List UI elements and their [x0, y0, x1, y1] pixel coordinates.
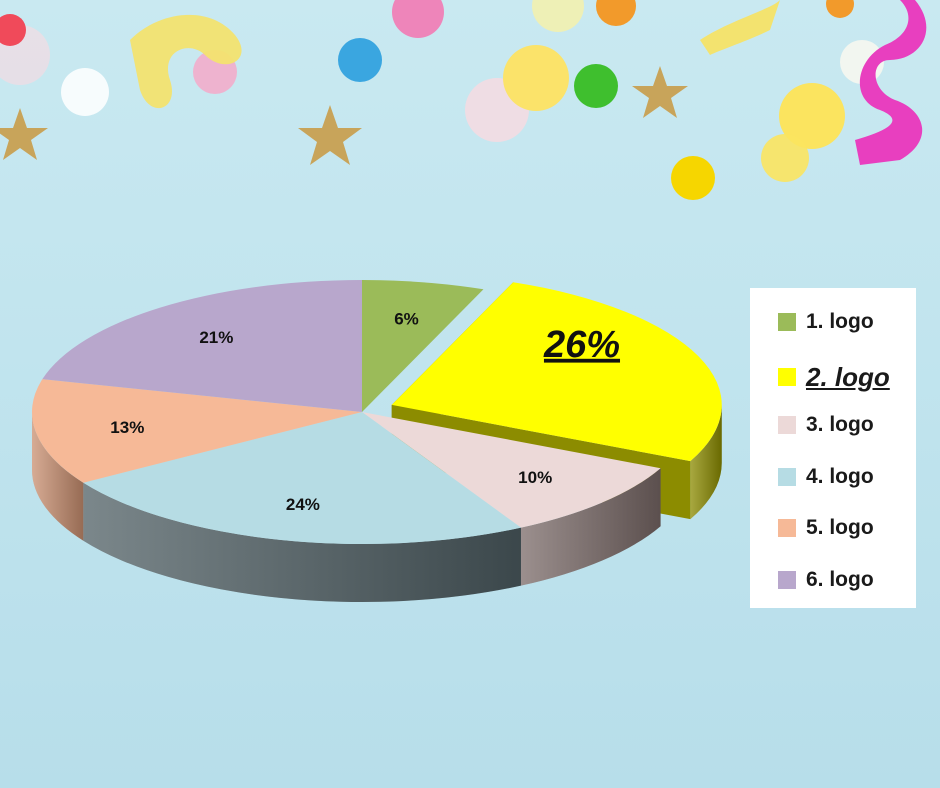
confetti-dot [532, 0, 584, 32]
data-label-1: 6% [394, 310, 419, 329]
candy-ball-icon [338, 38, 382, 82]
legend-swatch-2 [778, 368, 796, 386]
legend-label-5: 5. logo [806, 516, 874, 539]
legend-swatch-3 [778, 416, 796, 434]
legend-item-4: 4. logo [778, 465, 874, 489]
legend-item-6: 6. logo [778, 568, 874, 592]
chart-legend: 1. logo 2. logo 3. logo 4. logo 5. logo 6. lo… [750, 288, 916, 608]
confetti-dot [761, 134, 809, 182]
pie-side-shade-5 [32, 412, 84, 541]
pie-side-shade-4 [83, 482, 521, 603]
data-label-3: 10% [518, 468, 552, 487]
legend-label-3: 3. logo [806, 413, 874, 436]
pie-slice-1 [362, 280, 484, 412]
pie-data-labels: 6% 26% 10% 24% 13% 21% [110, 310, 620, 514]
pie-slice-5 [32, 379, 362, 483]
pie-side-shade-3 [520, 468, 661, 586]
star-icon [632, 66, 688, 118]
legend-label-6: 6. logo [806, 567, 874, 591]
pie-slice-4 [83, 412, 521, 544]
legend-label-2: 2. logo [806, 361, 890, 392]
confetti-decoration [0, 0, 927, 200]
confetti-dot [0, 14, 26, 46]
candy-ball-icon [574, 64, 618, 108]
legend-swatch-4 [778, 467, 796, 486]
confetti-dot [503, 45, 569, 111]
streamer-ribbon-icon [855, 0, 927, 165]
confetti-dot [61, 68, 109, 116]
pie-side-shade-2 [690, 404, 722, 520]
confetti-dot [779, 83, 845, 149]
data-label-4: 24% [286, 495, 320, 514]
confetti-dot [596, 0, 636, 26]
legend-swatch-6 [778, 570, 796, 589]
pie-slice-3 [362, 412, 661, 528]
data-label-5: 13% [110, 418, 144, 437]
streamer-ribbon-icon [130, 14, 242, 109]
confetti-dot [826, 0, 854, 18]
streamer-ribbon-icon [700, 0, 780, 55]
legend-item-3: 3. logo [778, 413, 874, 437]
legend-item-2: 2. logo [778, 362, 890, 393]
legend-label-1: 1. logo [806, 310, 874, 333]
star-icon [298, 105, 362, 165]
legend-swatch-5 [778, 519, 796, 537]
pie-slice-6 [42, 280, 363, 412]
legend-item-1: 1. logo [778, 310, 874, 334]
legend-swatch-1 [778, 313, 796, 331]
legend-item-5: 5. logo [778, 516, 874, 540]
pie-slice-2 [391, 282, 722, 462]
pie-slices [32, 280, 722, 544]
data-label-2: 26% [543, 324, 620, 366]
data-label-6: 21% [199, 328, 233, 347]
candy-ball-icon [671, 156, 715, 200]
confetti-dot [392, 0, 444, 38]
legend-label-4: 4. logo [806, 464, 874, 488]
star-icon [0, 108, 48, 160]
